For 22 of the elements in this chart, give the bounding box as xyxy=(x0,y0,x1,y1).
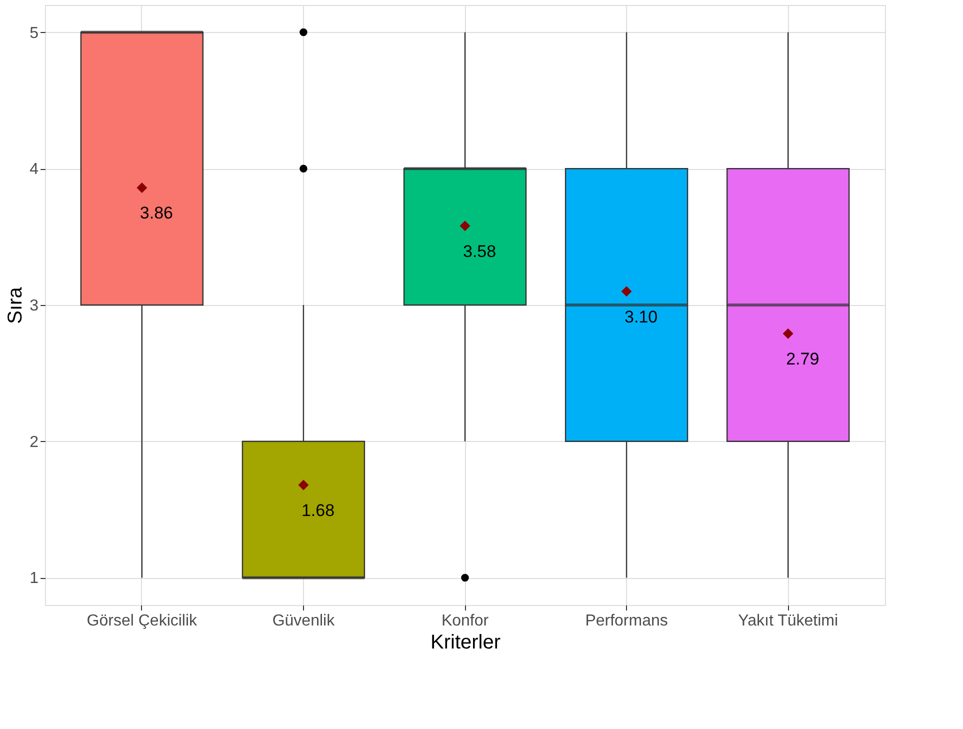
data-label: 3.86 xyxy=(140,204,174,223)
y-tick-label: 4 xyxy=(30,161,39,178)
x-tick-label: Konfor xyxy=(441,612,490,630)
x-tick-label: Görsel Çekicilik xyxy=(86,612,198,630)
y-tick-label: 5 xyxy=(30,24,39,42)
x-tick-label: Performans xyxy=(585,612,668,630)
x-tick-label: Güvenlik xyxy=(272,612,336,630)
y-tick-label: 2 xyxy=(30,434,39,451)
y-tick-label: 3 xyxy=(30,298,39,314)
data-label: 1.68 xyxy=(301,501,335,520)
y-tick-label: 1 xyxy=(30,570,39,588)
data-label: 2.79 xyxy=(786,350,820,369)
x-tick-label: Yakıt Tüketimi xyxy=(738,612,838,630)
point xyxy=(621,286,632,297)
data-label: 3.58 xyxy=(463,242,496,261)
point xyxy=(460,220,470,232)
data-label: 3.10 xyxy=(624,307,658,326)
point xyxy=(782,328,794,339)
y-axis-title: Sıra xyxy=(4,286,27,324)
point xyxy=(136,182,148,193)
point xyxy=(298,480,309,490)
x-axis-title: Kriterler xyxy=(430,632,501,654)
